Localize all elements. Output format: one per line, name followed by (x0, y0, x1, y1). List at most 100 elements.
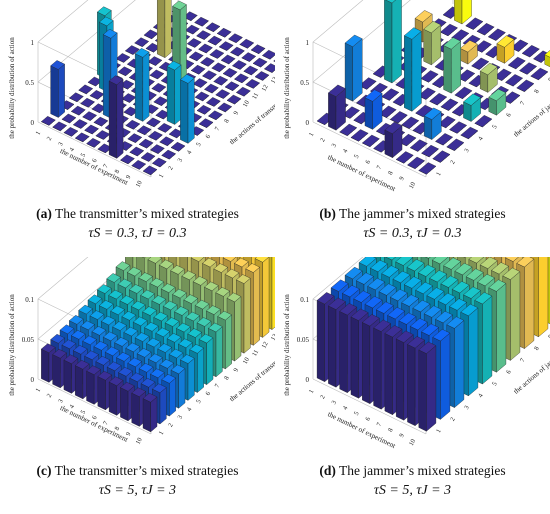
z-axis-label: the probability distribution of action (283, 294, 291, 396)
bar (239, 38, 254, 49)
chart-c: 0 0.05 0.1 the probability distribution of … (8, 257, 275, 446)
action-tick-label: 7 (519, 100, 527, 107)
bar (159, 136, 174, 146)
bar (206, 97, 221, 107)
bar (142, 392, 158, 433)
bar (476, 23, 495, 36)
bar (488, 28, 506, 41)
bar (209, 49, 225, 59)
bar (252, 57, 268, 68)
bar (63, 127, 79, 137)
experiment-tick-label: 2 (319, 137, 327, 143)
bar (129, 146, 144, 157)
action-tick-label: 3 (463, 404, 471, 410)
bar (364, 89, 383, 130)
bar (84, 124, 99, 135)
experiment-tick-label: 8 (114, 169, 122, 175)
experiment-tick-label: 6 (364, 415, 372, 422)
bar (52, 121, 67, 132)
bar (488, 88, 507, 116)
bar (211, 62, 226, 73)
experiment-tick-label: 10 (408, 438, 417, 447)
bar (218, 41, 234, 51)
action-tick-label: 5 (195, 399, 203, 405)
bar (423, 107, 442, 140)
bar (216, 27, 232, 38)
bar (147, 56, 163, 66)
bar (198, 118, 214, 128)
action-tick-label: 1 (435, 428, 443, 434)
bar (142, 165, 158, 176)
bar (188, 51, 204, 62)
experiment-tick-label: 3 (57, 141, 65, 147)
z-tick-label: 0.1 (300, 296, 309, 304)
action-tick-label: 12 (260, 84, 269, 93)
action-tick-label: 2 (449, 159, 457, 165)
experiment-tick-label: 8 (114, 426, 122, 432)
bar (217, 102, 232, 113)
experiment-tick-label: 10 (135, 180, 144, 189)
experiment-tick-label: 7 (102, 162, 110, 169)
experiment-tick-label: 7 (102, 419, 110, 426)
experiment-tick-label: 1 (308, 132, 316, 138)
bar (460, 40, 478, 65)
bar (134, 37, 149, 47)
action-tick-label: 11 (251, 92, 260, 101)
action-tick-label: 7 (214, 382, 222, 389)
bar (215, 89, 230, 99)
action-axis-label: the actions of jammer (512, 92, 550, 139)
action-tick-label: 11 (251, 349, 260, 358)
param-c: τS = 5, τJ = 3 (98, 483, 177, 498)
bar (401, 116, 419, 129)
bar (220, 54, 236, 65)
panel-b: 0 0.5 1 the probability distribution of act… (275, 0, 550, 257)
bar (530, 67, 549, 81)
z-tick-label: 0.05 (22, 336, 35, 344)
bar (153, 96, 169, 106)
bar (243, 65, 258, 76)
caption-d: (d) The jammer’s mixed strategies (319, 463, 506, 478)
bar (134, 48, 150, 122)
bar (505, 74, 523, 87)
experiment-tick-label: 4 (342, 404, 350, 411)
action-tick-label: 3 (176, 157, 184, 163)
bar (362, 134, 380, 147)
bar (521, 45, 540, 58)
bar (241, 52, 256, 62)
experiment-tick-label: 7 (376, 421, 384, 428)
action-tick-label: 2 (167, 165, 175, 171)
bar (407, 156, 425, 169)
bars (41, 0, 275, 176)
experiment-tick-label: 6 (364, 158, 372, 165)
bar (89, 90, 105, 100)
bar (131, 160, 146, 170)
bar (166, 60, 182, 125)
action-tick-label: 13 (270, 333, 275, 342)
caption-b: (b) The jammer’s mixed strategies (319, 206, 506, 221)
experiment-tick-label: 3 (57, 398, 65, 404)
bar (192, 78, 208, 88)
experiment-tick-label: 6 (91, 414, 99, 421)
action-tick-label: 5 (195, 142, 203, 148)
bar (151, 83, 167, 93)
experiment-tick-label: 2 (46, 136, 54, 142)
caption-a: (a) The transmitter’s mixed strategies (36, 206, 239, 221)
action-tick-label: 10 (242, 99, 251, 108)
action-tick-label: 5 (491, 381, 499, 387)
action-tick-label: 4 (186, 406, 194, 413)
bar (418, 341, 437, 432)
bar (350, 129, 369, 142)
bar (80, 97, 95, 108)
bar (423, 20, 442, 66)
param-a: τS = 0.3, τJ = 0.3 (88, 226, 187, 241)
bar (418, 162, 437, 175)
bar (418, 87, 436, 100)
action-tick-label: 9 (232, 367, 240, 373)
action-tick-label: 6 (204, 133, 212, 140)
experiment-tick-label: 3 (330, 143, 338, 149)
z-tick-label: 1 (31, 39, 35, 47)
bar (78, 84, 93, 95)
experiment-tick-label: 9 (398, 433, 406, 439)
bar (519, 62, 537, 75)
bar (50, 60, 65, 118)
